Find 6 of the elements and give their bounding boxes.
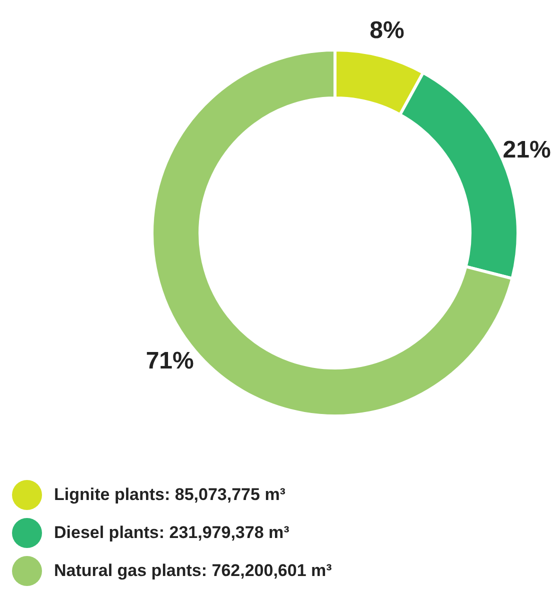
data-label: 71% [146, 348, 194, 375]
legend-label: Natural gas plants: 762,200,601 m³ [54, 561, 332, 581]
data-label: 8% [370, 17, 404, 44]
data-label: 21% [502, 136, 551, 164]
legend-label: Lignite plants: 85,073,775 m³ [54, 485, 286, 505]
legend-label: Diesel plants: 231,979,378 m³ [54, 523, 290, 543]
